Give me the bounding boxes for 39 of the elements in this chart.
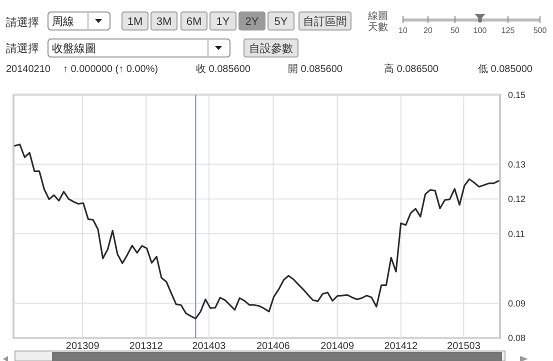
text: 100 [473,26,488,35]
text: 2Y [245,16,260,28]
text: 高 0.086500 [384,63,439,75]
text: 線圖天數 [367,11,388,33]
text: 500 [533,26,548,35]
x-tick-label: 201403 [192,341,226,352]
text: 周線 [52,16,74,28]
x-tick-label: 201312 [129,341,164,352]
text: 5Y [274,16,288,28]
text: ↑ 0.000000 (↑ 0.00%) [63,64,158,75]
text: 1Y [216,16,230,28]
y-tick-label: 0.11 [508,228,525,239]
y-tick-label: 0.12 [508,194,526,204]
text: 請選擇 [6,42,39,55]
text: 3M [156,16,172,28]
text: 收盤線圖 [52,43,96,55]
text: 收 0.085600 [196,64,251,75]
text: 請選擇 [6,16,39,29]
x-tick-label: 201406 [256,341,290,352]
text: 10 [398,26,408,35]
text: 20140210 [6,64,51,75]
text: 50 [450,26,460,35]
x-tick-label: 201409 [320,341,354,352]
line-series [14,144,500,320]
x-tick-label: 201309 [66,341,100,352]
y-tick-label: 0.08 [508,333,526,344]
text: 開 0.085600 [288,64,343,75]
x-tick-label: 201412 [384,341,418,352]
text: 1M [127,16,143,28]
y-tick-label: 0.09 [508,298,526,308]
text: 低 0.085000 [478,64,533,75]
y-tick-label: 0.13 [508,159,526,170]
text: 自訂區間 [303,15,347,28]
x-tick-label: 201503 [447,341,481,352]
text: 6M [186,16,202,28]
y-tick-label: 0.15 [508,90,526,100]
text: 20 [424,26,433,35]
text: 125 [501,26,516,35]
text: 自設參數 [249,42,293,55]
